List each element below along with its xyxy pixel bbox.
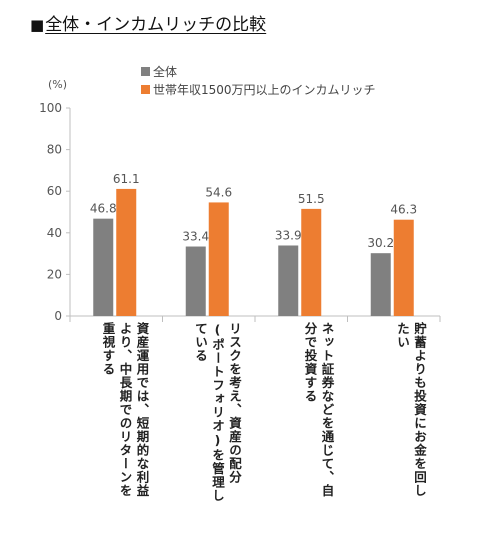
bar-all-2 [278, 245, 299, 316]
legend-swatch-all [141, 66, 150, 76]
y-tick-label: 100 [39, 101, 62, 115]
y-tick-label: 0 [54, 309, 62, 323]
data-label-income-rich-0: 61.1 [113, 172, 140, 186]
category-label-line: (ポートフォリオ)を管理し [210, 322, 225, 503]
data-label-income-rich-3: 46.3 [390, 203, 417, 217]
data-label-all-0: 46.8 [90, 202, 117, 216]
bar-all-0 [93, 218, 114, 316]
bar-income-rich-0 [116, 188, 137, 316]
category-label-line: 分で投資する [302, 322, 318, 403]
title-text: 全体・インカムリッチの比較 [45, 15, 267, 35]
y-tick-label: 60 [47, 184, 62, 198]
legend-label-income-rich: 世帯年収1500万円以上のインカムリッチ [153, 82, 376, 97]
bar-all-3 [370, 253, 391, 316]
data-label-all-3: 30.2 [367, 236, 394, 250]
y-tick-label: 20 [47, 267, 62, 281]
legend-item-all: 全体 [141, 62, 376, 80]
y-tick-label: 80 [47, 143, 62, 157]
bar-income-rich-2 [301, 208, 322, 316]
category-label-line: より、中長期でのリターンを [117, 322, 133, 498]
bar-income-rich-1 [208, 202, 229, 316]
data-label-all-2: 33.9 [275, 228, 302, 242]
legend-item-income-rich: 世帯年収1500万円以上のインカムリッチ [141, 80, 376, 98]
y-tick-label: 40 [47, 226, 62, 240]
category-label-line: 貯蓄よりも投資にお金を回し [412, 322, 427, 498]
legend-swatch-income-rich [141, 84, 150, 94]
chart-title: ■全体・インカムリッチの比較 [30, 10, 266, 35]
category-label-line: リスクを考え、資産の配分 [227, 322, 242, 484]
legend-label-all: 全体 [153, 64, 178, 79]
category-label-line: たい [395, 322, 410, 349]
category-label-2: ネット証券などを通じて、自 分で投資する [302, 322, 336, 498]
data-label-income-rich-1: 54.6 [205, 185, 232, 199]
category-label-line: 重視する [100, 322, 116, 376]
category-label-0: 資産運用では、短期的な利益 より、中長期でのリターンを 重視する [100, 322, 151, 498]
category-label-line: ている [193, 322, 208, 363]
category-label-1: リスクを考え、資産の配分 (ポートフォリオ)を管理し ている [192, 322, 243, 503]
y-axis-unit: (%) [48, 78, 68, 91]
bar-all-1 [185, 246, 206, 316]
data-label-all-1: 33.4 [182, 230, 209, 244]
bar-income-rich-3 [393, 219, 414, 316]
data-label-income-rich-2: 51.5 [298, 192, 325, 206]
category-label-line: ネット証券などを通じて、自 [319, 322, 335, 498]
legend: 全体 世帯年収1500万円以上のインカムリッチ [141, 62, 376, 98]
category-label-line: 資産運用では、短期的な利益 [134, 322, 150, 498]
title-marker: ■ [30, 16, 45, 34]
category-label-3: 貯蓄よりも投資にお金を回し たい [394, 322, 428, 498]
